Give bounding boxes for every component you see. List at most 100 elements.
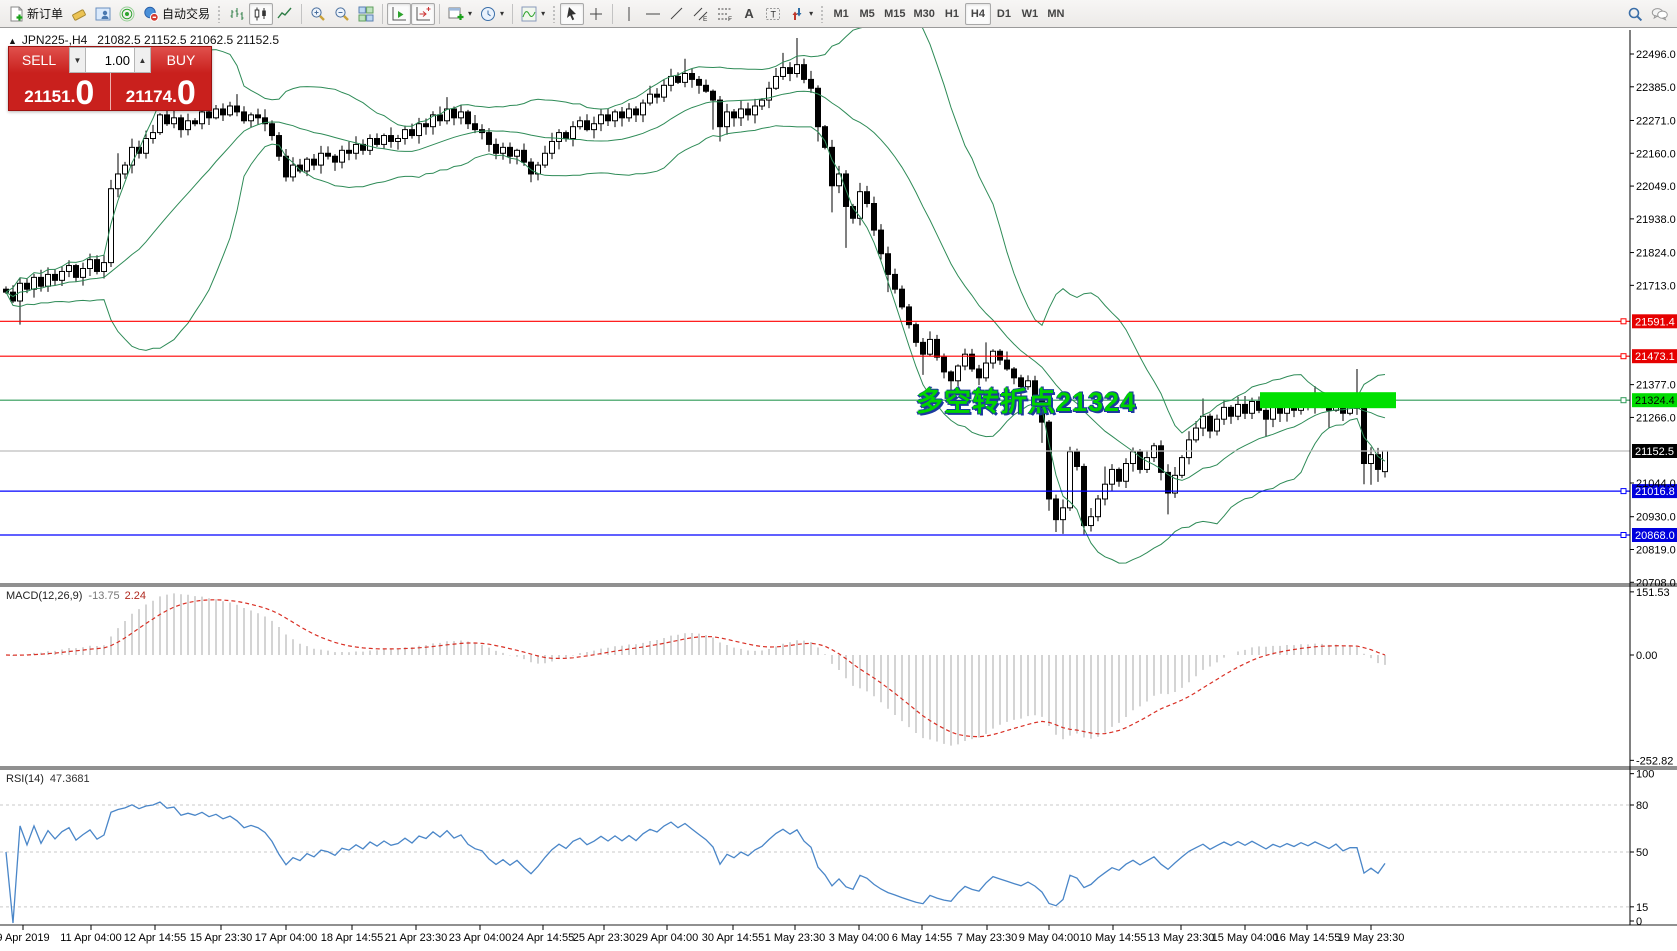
collapse-panel-icon[interactable]: ▲ (8, 36, 17, 46)
bull-candle (577, 120, 583, 128)
bull-candle (1186, 439, 1192, 459)
sell-button[interactable]: SELL (9, 47, 69, 73)
trendline-button[interactable] (665, 3, 689, 25)
bear-candle (1004, 359, 1010, 370)
chat-button[interactable] (1647, 3, 1673, 25)
chart-annotation-text[interactable]: 多空转折点21324 (916, 387, 1137, 417)
buy-price[interactable]: 21174. 0 (111, 73, 212, 110)
chart-shift-button[interactable] (411, 2, 436, 25)
fibonacci-button[interactable]: F (713, 3, 737, 25)
chart-bars-button[interactable] (225, 3, 249, 25)
bear-candle (969, 353, 975, 370)
bear-candle (696, 78, 702, 86)
buy-button[interactable]: BUY (151, 47, 211, 73)
timeframe-h1[interactable]: H1 (944, 7, 959, 20)
toolbar-grip[interactable] (552, 4, 558, 23)
horizontal-line-button[interactable] (641, 3, 665, 25)
vertical-line-button[interactable] (617, 3, 641, 25)
price-line[interactable]: 21016.8 (0, 484, 1677, 499)
bear-candle (878, 229, 884, 255)
bull-candle (1179, 457, 1185, 476)
price-line-label-box (1632, 349, 1677, 364)
bear-candle (675, 75, 681, 83)
cursor-button[interactable] (560, 2, 585, 25)
price-line[interactable]: 21324.4 (0, 393, 1677, 408)
new-chart-button[interactable]: ▾ (444, 3, 476, 25)
crosshair-button[interactable] (584, 3, 608, 25)
timeframe-m1[interactable]: M1 (833, 7, 849, 20)
price-line[interactable]: 21473.1 (0, 349, 1677, 364)
volume-increase-button[interactable]: ▲ (134, 47, 151, 73)
autotrading-button[interactable]: 自动交易 (139, 3, 214, 25)
bear-candle (864, 191, 870, 205)
timeframe-w1[interactable]: W1 (1021, 7, 1039, 20)
text-label-button[interactable]: T (761, 3, 785, 25)
text-button[interactable]: A (737, 3, 761, 25)
timeframe-mn[interactable]: MN (1047, 7, 1065, 20)
bollinger-middle-band (5, 90, 1386, 481)
tile-windows-button[interactable] (354, 3, 378, 25)
price-tick-label: 21713.0 (1636, 280, 1676, 292)
bear-candle (934, 338, 940, 358)
price-tick-label: 21044.0 (1636, 478, 1676, 490)
indicators-button[interactable]: ▾ (517, 3, 549, 25)
timeframe-h4[interactable]: H4 (964, 2, 991, 25)
date-tick-label: 7 May 23:30 (957, 932, 1018, 944)
bull-candle (556, 132, 562, 142)
toolbar-separator (612, 3, 614, 24)
sell-price[interactable]: 21151. 0 (9, 73, 111, 110)
price-line-label: 21324.4 (1635, 395, 1675, 407)
timeframe-m5[interactable]: M5 (859, 7, 875, 20)
bull-candle (1193, 427, 1199, 441)
chart-ohlc-values: 21082.5 21152.5 21062.5 21152.5 (97, 33, 280, 47)
price-line[interactable]: 20868.0 (0, 528, 1677, 542)
signals-button[interactable] (115, 3, 139, 25)
indicators-caret[interactable]: ▾ (541, 9, 546, 18)
bull-candle (1235, 403, 1241, 417)
volume-decrease-button[interactable]: ▼ (69, 47, 86, 73)
zoom-in-button[interactable] (306, 3, 330, 25)
price-line[interactable]: 21591.4 (0, 314, 1677, 329)
bull-candle (598, 114, 604, 125)
bear-candle (1046, 421, 1052, 500)
profiles-caret[interactable]: ▾ (500, 9, 505, 18)
styler-button[interactable] (67, 3, 91, 25)
timeframe-m15[interactable]: M15 (884, 7, 906, 20)
bollinger-lower-band (5, 125, 1386, 564)
price-line-label-box (1632, 393, 1677, 408)
volume-input[interactable] (86, 47, 134, 73)
toolbar-grip[interactable] (217, 4, 223, 23)
zoom-out-button[interactable] (330, 3, 354, 25)
profiles-button[interactable]: ▾ (476, 3, 508, 25)
highlight-zone-rect[interactable] (1260, 392, 1396, 409)
bull-candle (647, 93, 653, 104)
macd-panel (5, 593, 1386, 746)
channel-button[interactable]: E (689, 3, 713, 25)
bull-candle (1214, 418, 1220, 432)
search-button[interactable] (1623, 3, 1647, 25)
rsi-tick-label: 0 (1636, 916, 1642, 928)
chart-candles-button[interactable] (249, 2, 274, 25)
chart-line-button[interactable] (273, 3, 297, 25)
price-line[interactable]: 21152.5 (0, 444, 1677, 458)
new-order-button[interactable]: 新订单 (4, 3, 67, 25)
arrows-button[interactable]: ▾ (785, 3, 817, 25)
bear-candle (178, 117, 184, 131)
timeframe-d1[interactable]: D1 (996, 7, 1011, 20)
bear-candle (1116, 468, 1122, 482)
text-icon: A (744, 6, 754, 21)
bull-candle (1123, 463, 1129, 482)
rsi-panel (0, 801, 1630, 924)
market-watch-button[interactable] (91, 3, 115, 25)
arrows-caret[interactable]: ▾ (809, 9, 814, 18)
bull-candle (171, 117, 177, 125)
toolbar-grip[interactable] (820, 4, 826, 23)
bear-candle (731, 111, 737, 119)
bear-candle (920, 341, 926, 355)
timeframe-m30[interactable]: M30 (913, 7, 935, 20)
bull-candle (367, 138, 373, 151)
bull-candle (983, 362, 989, 379)
new-chart-caret[interactable]: ▾ (468, 9, 473, 18)
auto-scroll-button[interactable] (387, 2, 412, 25)
